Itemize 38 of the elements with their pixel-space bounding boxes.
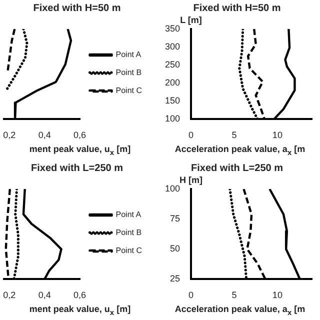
legend-label: Point C — [116, 246, 142, 256]
x-tick-label: 0,6 — [74, 130, 86, 140]
x-axis-title: Acceleration peak value, a$_{x}$ [m — [174, 144, 306, 159]
chart-title: Fixed with L=250 m — [31, 162, 124, 174]
y-axis-title: H [m] — [180, 174, 203, 185]
legend-label: Point B — [116, 228, 142, 238]
y-tick-label: 150 — [164, 96, 180, 106]
y-axis-title: L [m] — [180, 14, 202, 25]
y-tick-label: 250 — [164, 60, 180, 70]
y-tick-label: 350 — [164, 23, 180, 34]
legend-label: Point C — [116, 86, 142, 96]
x-tick-label: 0,4 — [38, 290, 51, 300]
legend-label: Point A — [116, 50, 142, 60]
y-tick-label: 100 — [164, 183, 180, 194]
x-tick-label: 0,2 — [3, 290, 16, 300]
chart-title: Fixed with H=50 m — [193, 2, 281, 14]
x-tick-label: 5 — [232, 130, 237, 140]
x-tick-label: 0,4 — [38, 130, 51, 140]
chart-title: Fixed with H=50 m — [33, 2, 121, 14]
y-tick-label: 200 — [164, 78, 180, 88]
y-tick-label: 75 — [170, 214, 180, 224]
x-tick-label: 0,6 — [74, 290, 86, 300]
legend-label: Point A — [116, 210, 142, 220]
y-tick-label: 100 — [164, 114, 180, 124]
x-tick-label: 0,2 — [3, 130, 16, 140]
chart-title: Fixed with L=250 m — [191, 162, 284, 174]
x-axis-title: ment peak value, u$_{x}$ [m] — [28, 144, 132, 159]
x-tick-label: 0 — [188, 290, 194, 300]
legend-label: Point B — [116, 68, 142, 78]
x-tick-label: 10 — [272, 130, 282, 140]
x-tick-label: 5 — [232, 290, 237, 300]
x-tick-label: 10 — [272, 290, 282, 300]
x-tick-label: 0 — [188, 130, 194, 140]
y-tick-label: 25 — [170, 274, 180, 284]
x-axis-title: ment peak value, u$_{x}$ [m] — [28, 304, 132, 319]
y-tick-label: 50 — [170, 244, 180, 254]
y-tick-label: 300 — [164, 42, 180, 52]
x-axis-title: Acceleration peak value, a$_{x}$ [m — [174, 304, 306, 319]
